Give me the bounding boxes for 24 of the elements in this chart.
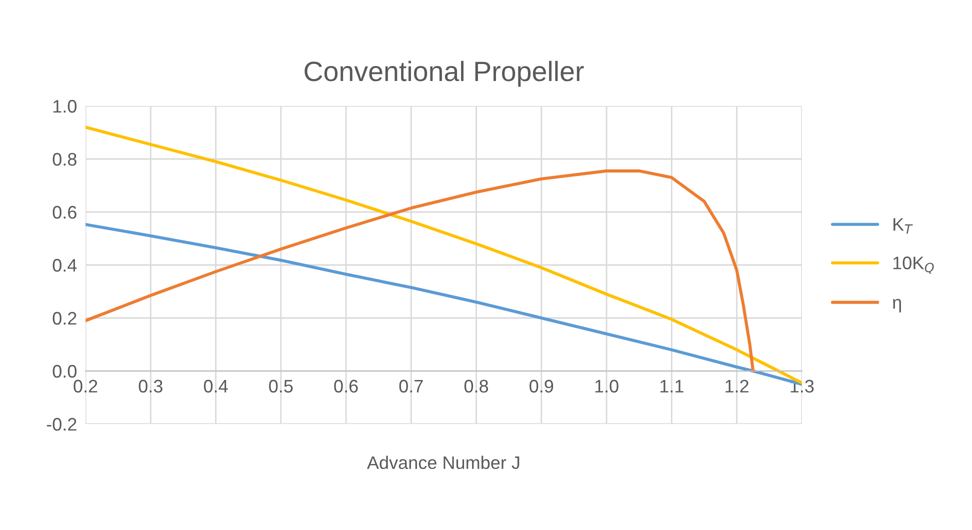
y-tick-label: 0.6 — [52, 206, 76, 219]
legend-label: 10K$_{Q}$ — [893, 256, 934, 274]
y-tick-label: 0.2 — [52, 312, 76, 325]
x-tick-label: 1.2 — [726, 380, 748, 392]
y-tick-label: 0.0 — [52, 364, 76, 378]
x-axis-title: Advance Number J — [366, 456, 520, 470]
y-tick-label: 0.4 — [52, 258, 77, 272]
x-tick-label: 1.1 — [660, 380, 684, 392]
y-tick-label: 1.0 — [53, 100, 76, 113]
chart-title: Conventional Propeller — [304, 60, 584, 87]
legend-label: η — [892, 298, 901, 312]
x-tick-label: 0.9 — [530, 380, 554, 393]
y-tick-label: 0.8 — [52, 152, 76, 166]
x-tick-label: 0.8 — [464, 380, 488, 393]
x-tick-label: 0.3 — [138, 380, 162, 393]
legend-label: K$_{T}$ — [894, 218, 913, 234]
x-tick-label: 0.5 — [269, 380, 293, 393]
x-tick-label: 0.2 — [74, 380, 98, 393]
x-tick-label: 0.6 — [334, 380, 358, 393]
x-tick-label: 0.7 — [399, 380, 423, 393]
y-tick-label: -0.2 — [46, 418, 76, 431]
line-series — [86, 169, 755, 373]
x-tick-label: 0.4 — [204, 380, 228, 393]
x-tick-label: 1.0 — [595, 380, 618, 393]
